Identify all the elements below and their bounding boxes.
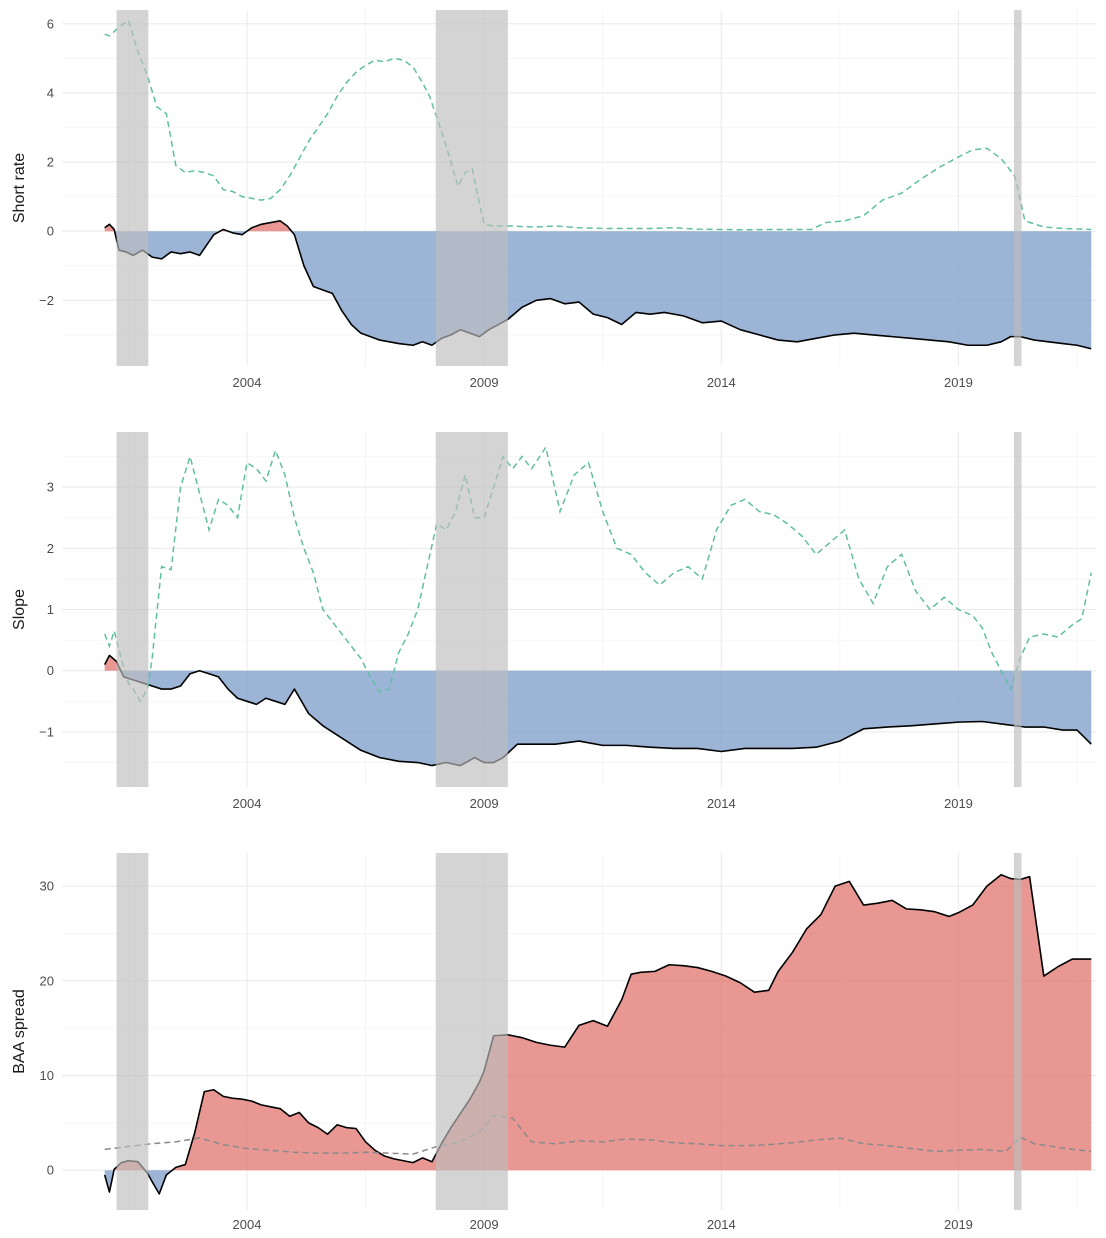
recession-band: [435, 853, 508, 1210]
y-tick-label: −1: [39, 724, 54, 739]
recession-band: [1013, 10, 1022, 366]
y-axis-title: Short rate: [11, 153, 28, 223]
y-tick-label: 0: [47, 1163, 54, 1178]
level-dashed-line: [104, 19, 1092, 231]
y-axis-title: BAA spread: [11, 989, 28, 1074]
contribution-area: [103, 873, 1092, 1195]
y-tick-label: 0: [47, 663, 54, 678]
x-tick-label: 2014: [707, 1217, 736, 1232]
y-tick-label: 4: [47, 85, 54, 100]
recession-bands: [116, 10, 1022, 366]
x-tick-label: 2019: [944, 796, 973, 811]
y-tick-label: −2: [39, 293, 54, 308]
contribution-area: [103, 445, 1092, 767]
x-tick-label: 2009: [470, 1217, 499, 1232]
x-tick-label: 2019: [944, 1217, 973, 1232]
positive-area: [104, 655, 1092, 671]
x-tick-label: 2004: [233, 1217, 262, 1232]
y-tick-label: 3: [47, 480, 54, 495]
negative-area: [104, 670, 1092, 766]
x-tick-label: 2009: [470, 796, 499, 811]
y-tick-label: 0: [47, 224, 54, 239]
x-tick-label: 2009: [470, 375, 499, 390]
recession-bands: [116, 853, 1022, 1210]
y-tick-label: 20: [40, 973, 54, 988]
x-tick-label: 2014: [707, 375, 736, 390]
recession-bands: [116, 432, 1022, 787]
level-dashed-line: [104, 1114, 1092, 1155]
x-tick-label: 2004: [233, 375, 262, 390]
level-dashed-line: [103, 445, 1092, 703]
recession-band: [435, 10, 508, 366]
panel-2: −1 0 1 2 3 2004 2009 2014 2019 Slope: [11, 432, 1096, 811]
recession-band: [116, 432, 149, 787]
y-tick-label: 30: [40, 879, 54, 894]
recession-band: [116, 10, 149, 366]
recession-band: [435, 432, 508, 787]
x-tick-label: 2004: [233, 796, 262, 811]
positive-area: [104, 220, 1092, 232]
negative-area: [104, 1170, 1092, 1194]
panel-1: −2 0 2 4 6 2004 2009 2014 2019 Short rate: [11, 10, 1096, 390]
recession-band: [116, 853, 149, 1210]
negative-area: [104, 231, 1092, 349]
x-tick-label: 2019: [944, 375, 973, 390]
contribution-area: [104, 19, 1092, 350]
recession-band: [1013, 432, 1022, 787]
y-tick-label: 10: [40, 1068, 54, 1083]
y-tick-label: 2: [47, 541, 54, 556]
y-tick-label: 2: [47, 155, 54, 170]
x-tick-label: 2014: [707, 796, 736, 811]
y-tick-label: 1: [47, 602, 54, 617]
panel-3: 0 10 20 30 2004 2009 2014 2019 BAA spread: [11, 853, 1096, 1232]
y-tick-label: 6: [47, 16, 54, 31]
recession-band: [1013, 853, 1022, 1210]
y-axis-title: Slope: [11, 589, 28, 630]
